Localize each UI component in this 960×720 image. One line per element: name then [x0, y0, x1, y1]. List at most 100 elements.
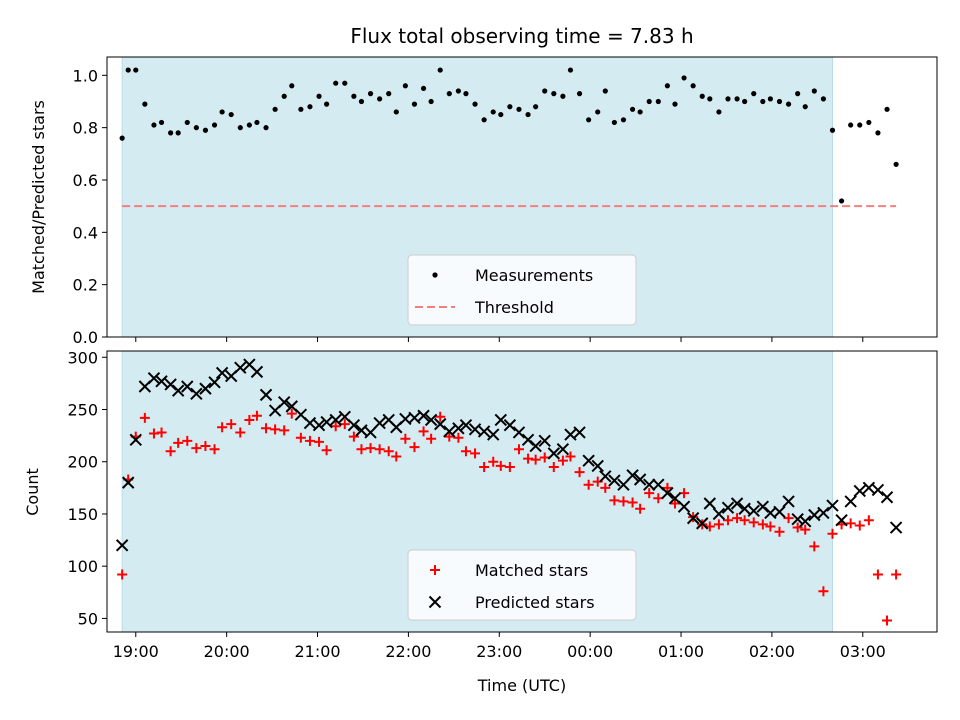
data-point	[556, 442, 570, 456]
data-point	[677, 500, 691, 513]
data-point	[827, 528, 838, 539]
data-point	[564, 428, 577, 441]
data-point	[835, 514, 848, 527]
data-point	[133, 67, 139, 73]
data-point	[426, 433, 437, 444]
data-point	[880, 491, 894, 504]
data-point	[125, 67, 131, 73]
data-point	[391, 451, 402, 462]
data-point	[707, 96, 713, 102]
data-point	[882, 615, 893, 626]
data-point	[875, 130, 881, 136]
data-point	[530, 454, 541, 465]
data-point	[848, 122, 854, 128]
legend: Measurements Threshold	[407, 254, 637, 326]
data-point	[402, 83, 408, 89]
y-tick-label: 0.0	[73, 328, 98, 347]
data-point	[765, 521, 776, 532]
data-point	[470, 448, 481, 459]
data-point	[420, 85, 427, 92]
data-point	[686, 511, 700, 525]
data-point	[818, 586, 829, 597]
data-point	[817, 506, 830, 520]
data-point	[314, 436, 325, 447]
data-point	[237, 125, 243, 131]
data-point	[211, 122, 218, 128]
data-point	[681, 75, 687, 81]
data-point	[400, 433, 411, 444]
data-point	[250, 365, 264, 379]
data-point	[600, 482, 611, 493]
data-point	[417, 409, 430, 422]
data-point	[490, 109, 496, 115]
data-point	[893, 161, 899, 167]
data-point	[472, 101, 478, 107]
data-point	[872, 569, 883, 580]
data-point	[444, 431, 455, 442]
data-point	[591, 459, 604, 473]
data-point	[158, 119, 165, 126]
legend-label: Measurements	[475, 266, 593, 285]
data-point	[333, 80, 339, 86]
data-point	[184, 119, 190, 126]
data-point	[721, 501, 735, 514]
chart-title: Flux total observing time = 7.83 h	[350, 24, 693, 48]
data-point	[199, 382, 212, 395]
data-point	[339, 419, 350, 430]
data-point	[446, 91, 452, 97]
data-point	[481, 117, 487, 123]
data-point	[699, 93, 705, 99]
data-point	[633, 473, 647, 486]
data-point	[557, 455, 568, 466]
data-point	[739, 515, 750, 526]
data-point	[286, 408, 297, 419]
data-point	[303, 416, 317, 430]
y-tick-label: 1.0	[73, 66, 98, 85]
data-point	[595, 109, 601, 115]
data-point	[129, 433, 142, 446]
data-point	[742, 98, 748, 105]
data-point	[316, 93, 322, 99]
data-point	[155, 375, 168, 388]
data-point	[219, 109, 225, 115]
data-point	[455, 88, 461, 94]
data-point	[289, 83, 295, 89]
data-point	[664, 83, 671, 89]
data-point	[844, 495, 857, 508]
legend-marker	[430, 565, 440, 575]
data-point	[602, 88, 608, 94]
data-point	[365, 443, 376, 454]
y-tick-label: 0.6	[73, 171, 98, 190]
data-point	[418, 426, 429, 437]
data-point	[367, 91, 374, 97]
data-point	[181, 380, 194, 393]
data-point	[776, 98, 783, 105]
data-point	[516, 106, 522, 112]
y-tick-label: 100	[67, 557, 98, 576]
data-point	[829, 127, 836, 133]
data-point	[119, 135, 125, 141]
data-point	[696, 517, 709, 530]
data-point	[800, 524, 811, 535]
data-point	[298, 106, 304, 112]
data-point	[453, 432, 464, 443]
data-point	[626, 469, 639, 482]
y-tick-label: 50	[78, 609, 98, 628]
data-point	[644, 488, 655, 499]
data-point	[235, 427, 246, 438]
data-point	[217, 422, 228, 433]
data-point	[377, 96, 383, 102]
data-point	[627, 497, 638, 508]
data-point	[498, 111, 504, 118]
data-point	[304, 435, 315, 446]
data-point	[845, 518, 856, 529]
data-point	[348, 431, 359, 442]
data-point	[871, 483, 885, 497]
data-point	[662, 482, 673, 493]
data-point	[307, 104, 313, 110]
data-point	[270, 424, 281, 435]
data-point	[115, 539, 129, 552]
data-point	[321, 445, 332, 456]
y-tick-label: 150	[67, 505, 98, 524]
x-tick-label: 21:00	[294, 642, 340, 661]
